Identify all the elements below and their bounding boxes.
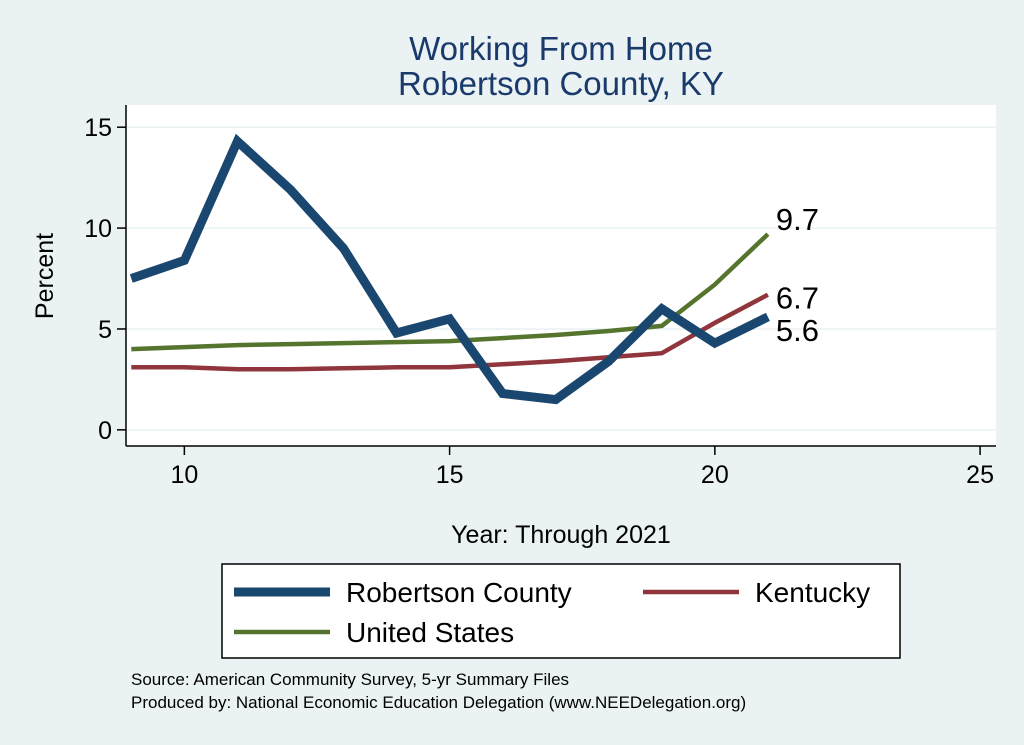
x-ticks: 10 15 20 25: [170, 446, 994, 489]
legend-label-kentucky: Kentucky: [755, 577, 870, 608]
x-tick-label-15: 15: [436, 461, 464, 489]
legend: Robertson County Kentucky United States: [221, 563, 901, 659]
y-axis-title: Percent: [31, 233, 59, 319]
legend-label-robertson-county: Robertson County: [346, 577, 572, 608]
end-labels: 5.66.7 9.7: [776, 202, 819, 348]
producer-note: Produced by: National Economic Education…: [131, 693, 746, 712]
x-tick-label-20: 20: [701, 461, 729, 489]
plot-area: [126, 105, 996, 446]
x-tick-label-25: 25: [966, 461, 994, 489]
y-tick-label-5: 5: [98, 316, 112, 344]
series-lines: [129, 133, 770, 405]
x-tick-label-10: 10: [170, 461, 198, 489]
legend-label-united-states: United States: [346, 617, 514, 648]
chart-subtitle: Robertson County, KY: [398, 65, 724, 102]
y-tick-label-10: 10: [84, 215, 112, 243]
y-tick-label-15: 15: [84, 114, 112, 142]
chart-title: Working From Home: [409, 30, 713, 67]
end-label-kentucky: 6.7: [776, 281, 819, 316]
x-axis-title: Year: Through 2021: [451, 521, 671, 549]
grid-lines: [126, 126, 996, 431]
axes: [125, 105, 996, 447]
end-label-robertson-county: 5.6: [776, 313, 819, 348]
y-ticks: 0 5 10 15: [84, 114, 126, 445]
legend-box: [221, 563, 901, 659]
source-note: Source: American Community Survey, 5-yr …: [131, 670, 569, 689]
end-label-united-states: 9.7: [776, 202, 819, 237]
y-tick-label-0: 0: [98, 417, 112, 445]
